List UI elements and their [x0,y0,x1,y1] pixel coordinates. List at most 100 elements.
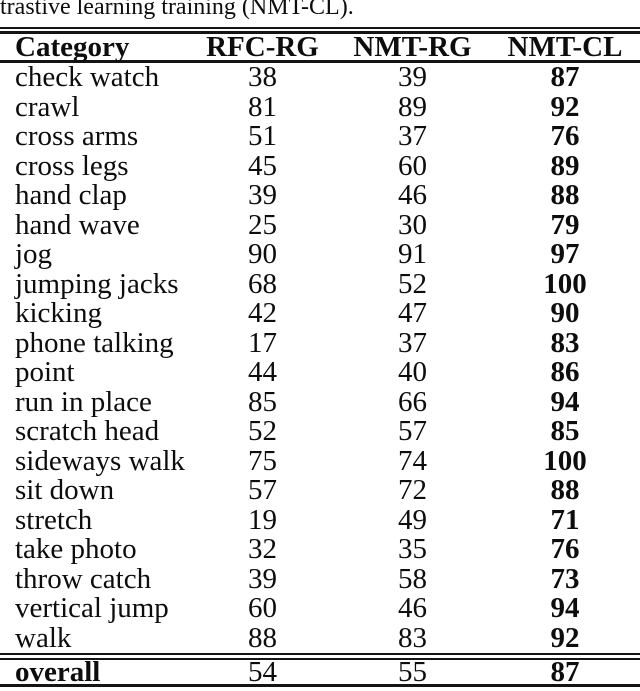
category-cell: check watch [15,61,160,93]
nmt-rg-cell: 57 [398,415,427,447]
nmt-rg-cell: 30 [398,208,427,241]
nmt-rg-cell: 83 [398,621,427,654]
table-row: cross arms 51 37 76 [0,120,640,152]
table-row: phone talking 17 37 83 [0,326,640,359]
category-cell: take photo [15,533,137,565]
nmt-cl-cell: 85 [550,415,580,447]
rfc-rg-cell: 75 [248,444,277,477]
table-row: sideways walk 75 74 100 [0,444,640,477]
column-header-nmt-cl: NMT-CL [507,31,623,63]
category-cell: hand wave [15,208,140,241]
overall-nmt-cl-cell: 87 [550,656,580,688]
nmt-rg-cell: 35 [398,533,427,565]
table-row: scratch head 52 57 85 [0,415,640,447]
table-row: walk 88 83 92 [0,621,640,654]
rfc-rg-cell: 88 [248,621,277,654]
table-body: check watch 38 39 87 crawl 81 89 92 cross arms 51… [0,61,640,654]
caption-text: trastive learning training (NMT-CL). [0,0,354,20]
nmt-cl-cell: 86 [550,356,580,388]
column-header-rfc-rg: RFC-RG [206,31,319,63]
rfc-rg-cell: 42 [248,297,277,329]
category-cell: run in place [15,385,152,418]
nmt-cl-cell: 94 [550,385,580,418]
category-cell: crawl [15,90,80,123]
nmt-rg-cell: 37 [398,326,427,359]
nmt-cl-cell: 87 [550,61,580,93]
category-cell: vertical jump [15,592,169,624]
column-header-category: Category [15,31,130,63]
rfc-rg-cell: 39 [248,179,277,211]
nmt-cl-cell: 79 [550,208,580,241]
nmt-rg-cell: 46 [398,592,427,624]
table-row: hand wave 25 30 79 [0,208,640,241]
table-row: run in place 85 66 94 [0,385,640,418]
nmt-cl-cell: 73 [550,562,580,595]
rfc-rg-cell: 57 [248,474,277,506]
category-cell: sit down [15,474,115,506]
bottom-rule [0,684,640,687]
rfc-rg-cell: 68 [248,267,277,300]
category-cell: hand clap [15,179,127,211]
rfc-rg-cell: 17 [248,326,277,359]
nmt-rg-cell: 46 [398,179,427,211]
rfc-rg-cell: 85 [248,385,277,418]
nmt-cl-cell: 76 [550,533,580,565]
rfc-rg-cell: 90 [248,238,277,270]
nmt-cl-cell: 88 [550,474,580,506]
category-cell: point [15,356,75,388]
table-row: cross legs 45 60 89 [0,149,640,182]
table-row: stretch 19 49 71 [0,503,640,536]
nmt-rg-cell: 89 [398,90,427,123]
overall-nmt-rg-cell: 55 [398,656,427,688]
overall-rfc-rg-cell: 54 [248,656,277,688]
nmt-rg-cell: 37 [398,120,427,152]
nmt-cl-cell: 92 [550,90,580,123]
category-cell: scratch head [15,415,160,447]
nmt-cl-cell: 90 [550,297,580,329]
nmt-rg-cell: 91 [398,238,427,270]
table-row: crawl 81 89 92 [0,90,640,123]
nmt-rg-cell: 72 [398,474,427,506]
table-row: take photo 32 35 76 [0,533,640,565]
rfc-rg-cell: 52 [248,415,277,447]
rfc-rg-cell: 81 [248,90,277,123]
overall-rule [0,653,640,660]
nmt-cl-cell: 94 [550,592,580,624]
nmt-rg-cell: 52 [398,267,427,300]
category-cell: kicking [15,297,102,329]
table-row: throw catch 39 58 73 [0,562,640,595]
category-cell: stretch [15,503,93,536]
overall-row: overall 54 55 87 [0,656,640,688]
rfc-rg-cell: 38 [248,61,277,93]
nmt-cl-cell: 88 [550,179,580,211]
nmt-cl-cell: 97 [550,238,580,270]
table-row: hand clap 39 46 88 [0,179,640,211]
table-row: kicking 42 47 90 [0,297,640,329]
nmt-rg-cell: 47 [398,297,427,329]
rfc-rg-cell: 45 [248,149,277,182]
rfc-rg-cell: 51 [248,120,277,152]
nmt-rg-cell: 66 [398,385,427,418]
nmt-cl-cell: 76 [550,120,580,152]
nmt-rg-cell: 49 [398,503,427,536]
rfc-rg-cell: 44 [248,356,277,388]
category-cell: sideways walk [15,444,185,477]
nmt-cl-cell: 89 [550,149,580,182]
nmt-rg-cell: 40 [398,356,427,388]
overall-category-cell: overall [15,656,101,688]
table-row: check watch 38 39 87 [0,61,640,93]
table-row: sit down 57 72 88 [0,474,640,506]
top-rule [0,27,640,34]
nmt-rg-cell: 39 [398,61,427,93]
rfc-rg-cell: 60 [248,592,277,624]
nmt-cl-cell: 71 [550,503,580,536]
nmt-rg-cell: 58 [398,562,427,595]
rfc-rg-cell: 39 [248,562,277,595]
table-row: point 44 40 86 [0,356,640,388]
header-rule [0,60,640,63]
table-row: jumping jacks 68 52 100 [0,267,640,300]
nmt-cl-cell: 100 [543,444,587,477]
rfc-rg-cell: 25 [248,208,277,241]
table-header-row: Category RFC-RG NMT-RG NMT-CL [0,31,640,63]
nmt-cl-cell: 100 [543,267,587,300]
